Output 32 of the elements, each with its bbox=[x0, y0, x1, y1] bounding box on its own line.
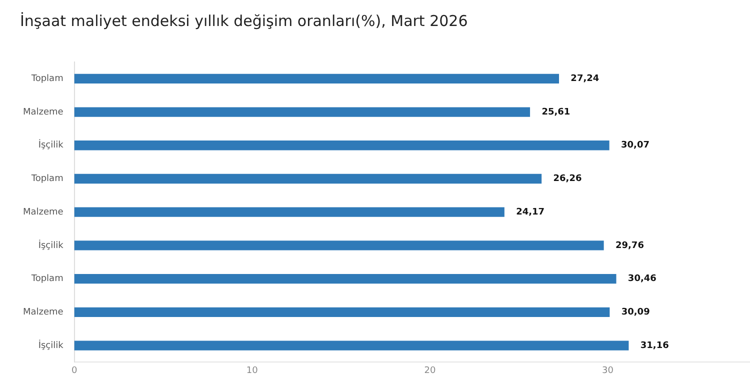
y-tick-label: İşçilik bbox=[38, 138, 64, 151]
bar bbox=[74, 107, 530, 117]
x-tick-label: 20 bbox=[424, 366, 436, 376]
chart-title: İnşaat maliyet endeksi yıllık değişim oranları(%), Mart 2026 bbox=[20, 12, 468, 30]
data-label: 27,24 bbox=[570, 74, 600, 84]
y-tick-label: Malzeme bbox=[22, 107, 64, 118]
bar bbox=[74, 207, 504, 217]
data-label: 29,76 bbox=[615, 240, 644, 251]
data-label: 30,07 bbox=[621, 140, 650, 151]
y-tick-label: Toplam bbox=[30, 274, 64, 284]
y-tick-label: İşçilik bbox=[38, 338, 64, 351]
bar bbox=[74, 274, 616, 284]
x-tick-label: 30 bbox=[602, 366, 614, 376]
y-tick-label: Malzeme bbox=[22, 308, 64, 318]
data-label: 26,26 bbox=[553, 174, 582, 184]
y-tick-label: Toplam bbox=[30, 174, 64, 184]
bar bbox=[74, 307, 610, 317]
y-tick-label: Toplam bbox=[30, 74, 64, 84]
bar bbox=[74, 240, 604, 250]
data-label: 25,61 bbox=[542, 107, 570, 118]
data-label: 31,16 bbox=[640, 340, 669, 351]
data-label: 30,46 bbox=[628, 274, 656, 284]
bar bbox=[74, 340, 629, 350]
data-label: 24,17 bbox=[516, 207, 545, 218]
bar bbox=[74, 74, 560, 84]
data-label: 30,09 bbox=[621, 308, 650, 318]
x-tick-label: 0 bbox=[71, 366, 78, 376]
y-tick-label: İşçilik bbox=[38, 238, 64, 251]
bar bbox=[74, 140, 610, 150]
x-tick-label: 10 bbox=[246, 366, 258, 376]
y-tick-label: Malzeme bbox=[22, 207, 64, 218]
bar bbox=[74, 174, 542, 184]
